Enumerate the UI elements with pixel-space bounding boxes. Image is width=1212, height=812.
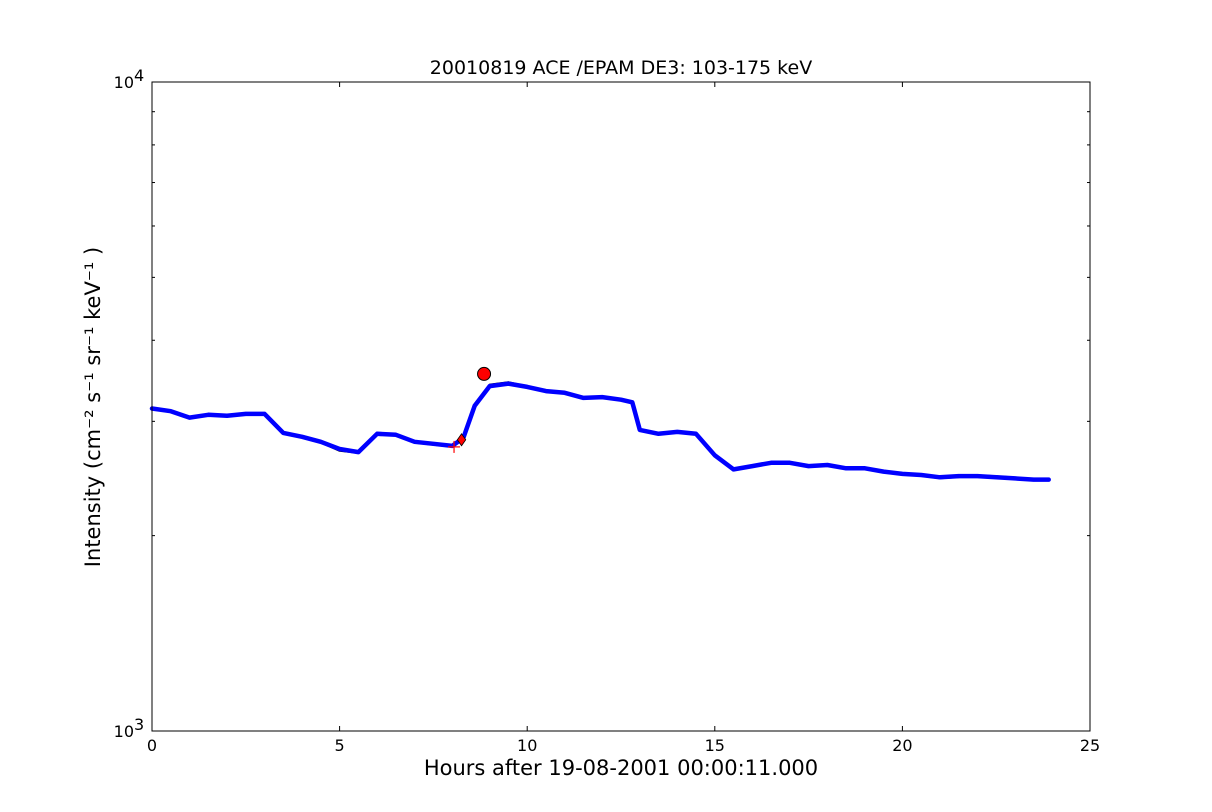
marker-diamond xyxy=(456,433,467,447)
y-tick-label-exponent: 3 xyxy=(134,715,144,734)
x-tick-label: 5 xyxy=(335,736,345,755)
marker-circle xyxy=(477,366,492,381)
plot-frame xyxy=(151,81,1091,732)
x-tick-label: 15 xyxy=(705,736,725,755)
marker-plus xyxy=(448,440,461,453)
y-tick-label: 10 xyxy=(114,73,134,92)
x-tick-label: 0 xyxy=(147,736,157,755)
chart-title: 20010819 ACE /EPAM DE3: 103-175 keV xyxy=(430,57,812,79)
y-axis-label: Intensity (cm⁻² s⁻¹ sr⁻¹ keV⁻¹ ) xyxy=(81,247,105,567)
series-line-smoothed xyxy=(149,381,1051,482)
y-tick-label-exponent: 4 xyxy=(134,66,144,85)
x-tick-label: 25 xyxy=(1080,736,1100,755)
x-axis-label: Hours after 19-08-2001 00:00:11.000 xyxy=(424,756,818,780)
x-tick-label: 20 xyxy=(892,736,912,755)
plot-area xyxy=(149,366,1051,482)
y-tick-label: 10 xyxy=(114,722,134,741)
x-tick-label: 10 xyxy=(517,736,537,755)
